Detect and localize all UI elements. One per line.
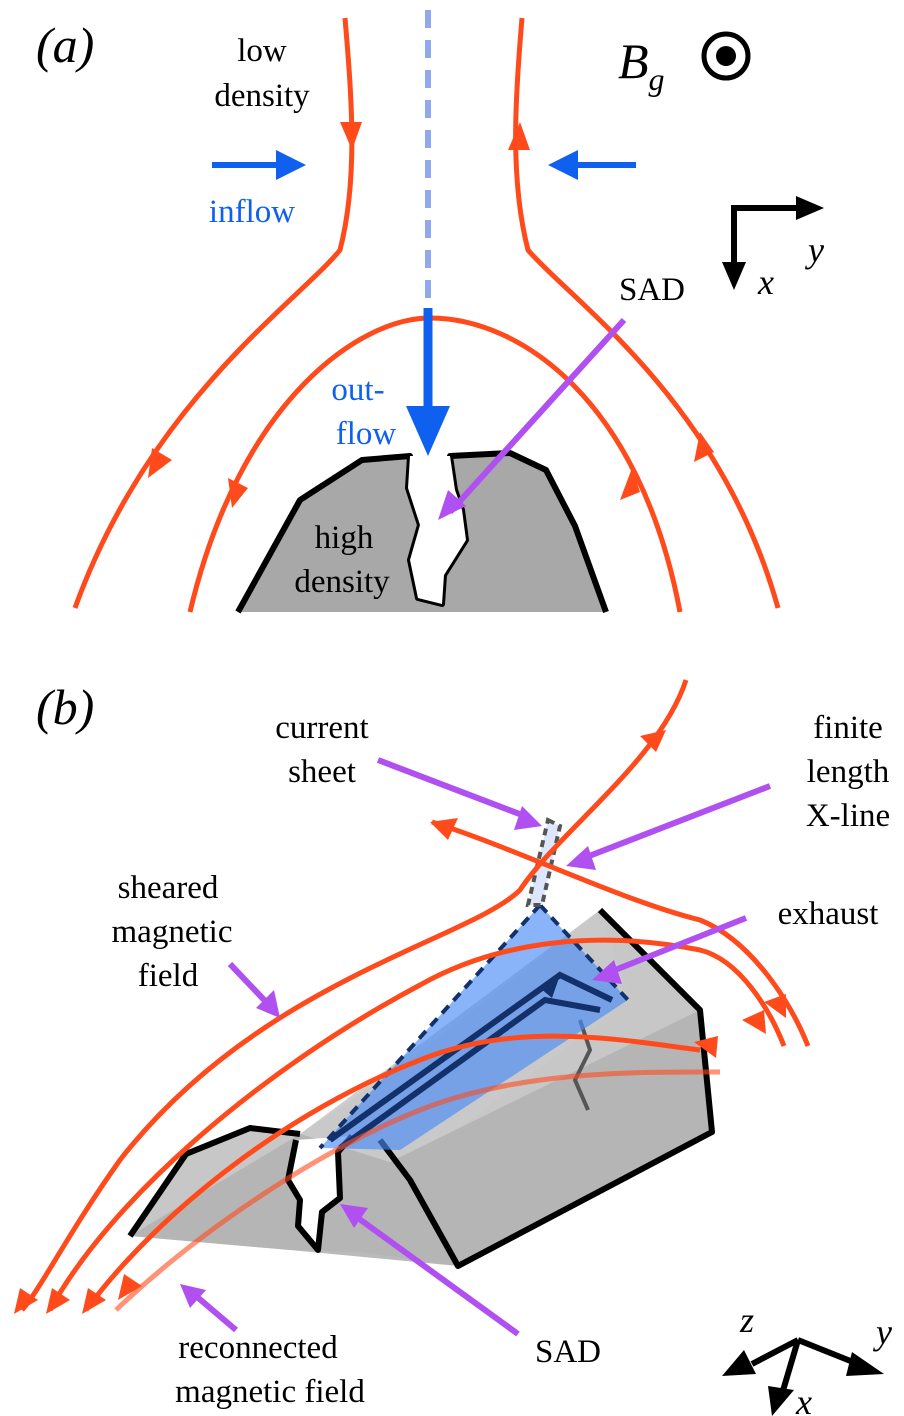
low-density-label-2: density <box>214 78 310 114</box>
sad-label-a: SAD <box>619 272 685 308</box>
panel-b: (b) <box>14 679 892 1416</box>
panel-a: (a) <box>36 10 824 614</box>
field-arrowheads-a <box>148 122 714 508</box>
reconnected-field-label-2: magnetic field <box>175 1374 365 1410</box>
sheared-field-label-3: field <box>138 958 199 994</box>
high-density-region <box>235 450 609 614</box>
inflow-arrows <box>212 150 636 180</box>
axis-y-a: y <box>805 230 824 270</box>
x-line-label-1: finite <box>813 710 883 746</box>
outflow-label-2: flow <box>336 416 397 452</box>
field-arrowheads-b <box>14 730 786 1314</box>
axes-a: y x <box>722 196 824 302</box>
out-of-page-icon <box>701 31 751 81</box>
high-density-label-1: high <box>315 520 374 556</box>
sad-pointer-a <box>447 317 627 515</box>
outflow-arrow <box>406 308 450 456</box>
x-line-label-2: length <box>807 754 890 790</box>
outflow-label-1: out- <box>331 372 384 408</box>
sad-pointer-a-head <box>438 490 466 520</box>
axis-x-a: x <box>757 262 774 302</box>
reconnected-field-label-1: reconnected <box>178 1330 338 1366</box>
sheared-field-label-2: magnetic <box>112 914 233 950</box>
exhaust-label: exhaust <box>778 896 879 932</box>
axis-z-b: z <box>739 1300 754 1340</box>
panel-a-label: (a) <box>36 17 94 73</box>
axes-b: z y x <box>722 1300 892 1416</box>
sheared-field-label-1: sheared <box>118 870 219 906</box>
pointers-b <box>180 757 772 1337</box>
sad-label-b: SAD <box>535 1334 601 1370</box>
field-lines-b <box>20 679 811 1312</box>
current-sheet-label-1: current <box>275 710 368 746</box>
low-density-label-1: low <box>237 33 287 69</box>
axis-x-b: x <box>795 1382 812 1416</box>
x-line-label-3: X-line <box>806 798 890 834</box>
current-sheet-label-2: sheet <box>288 754 356 790</box>
high-density-label-2: density <box>294 564 390 600</box>
inflow-label: inflow <box>209 194 295 230</box>
exhaust-region <box>318 903 630 1151</box>
panel-b-label: (b) <box>36 679 94 735</box>
axis-y-b: y <box>873 1312 892 1352</box>
guide-field-label: Bg <box>618 33 665 97</box>
